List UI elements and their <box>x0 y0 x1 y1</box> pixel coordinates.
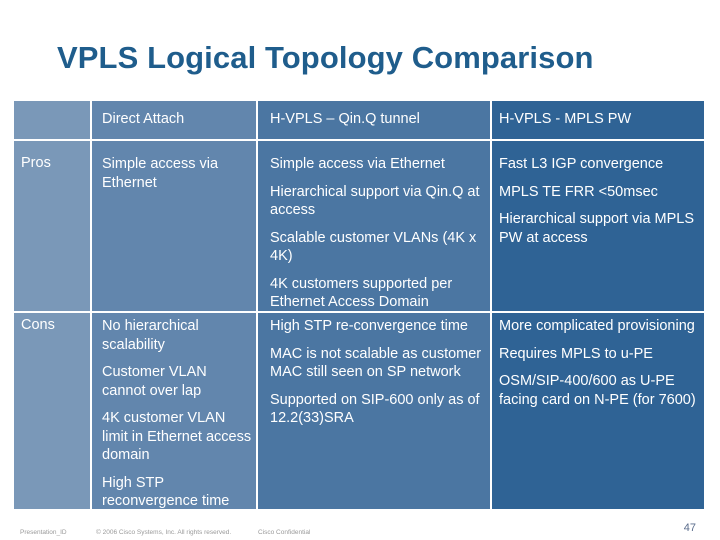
footer-confidential: Cisco Confidential <box>258 529 311 536</box>
page-number: 47 <box>683 522 696 534</box>
cons-direct-item: Customer VLAN cannot over lap <box>102 364 207 399</box>
cons-mpls-pw: More complicated provisioning Requires M… <box>499 317 699 418</box>
footer-copyright: © 2006 Cisco Systems, Inc. All rights re… <box>96 529 232 536</box>
cons-qinq-item: MAC is not scalable as customer MAC stil… <box>270 345 482 381</box>
cons-mpls-item: Requires MPLS to u-PE <box>499 345 653 362</box>
slide-title: VPLS Logical Topology Comparison <box>57 40 594 75</box>
header-direct-attach: Direct Attach <box>102 111 185 127</box>
cons-qinq: High STP re-convergence time MAC is not … <box>270 317 485 437</box>
pros-mpls-pw: Fast L3 IGP convergence MPLS TE FRR <50m… <box>499 155 699 256</box>
pros-qinq: Simple access via Ethernet Hierarchical … <box>270 155 485 321</box>
pros-qinq-item: Simple access via Ethernet <box>270 156 445 172</box>
header-mpls-pw: H-VPLS - MPLS PW <box>499 111 632 127</box>
header-separator <box>14 139 704 141</box>
cons-direct-attach: No hierarchical scalability Customer VLA… <box>102 317 252 520</box>
cons-mpls-item: OSM/SIP-400/600 as U-PE facing card on N… <box>499 373 696 408</box>
pros-mpls-item: Fast L3 IGP convergence <box>499 156 664 172</box>
pros-qinq-item: 4K customers supported per Ethernet Acce… <box>270 275 453 311</box>
pros-mpls-item: MPLS TE FRR <50msec <box>499 183 658 200</box>
pros-mpls-item: Hierarchical support via MPLS PW at acce… <box>499 211 695 246</box>
cons-qinq-item: High STP re-convergence time <box>270 318 468 334</box>
header-qinq-tunnel: H-VPLS – Qin.Q tunnel <box>270 111 420 127</box>
pros-qinq-item: Hierarchical support via Qin.Q at access <box>270 183 480 219</box>
mpls-pw-column <box>492 101 704 509</box>
cons-mpls-item: More complicated provisioning <box>499 318 695 334</box>
row-label-cons: Cons <box>21 317 55 333</box>
label-column <box>14 101 90 509</box>
pros-direct-item: Simple access via Ethernet <box>102 156 219 191</box>
cons-direct-item: No hierarchical scalability <box>102 318 199 353</box>
footer-presentation-id: Presentation_ID <box>20 529 67 536</box>
row-separator <box>14 311 704 313</box>
cons-qinq-item: Supported on SIP-600 only as of 12.2(33)… <box>270 391 480 427</box>
cons-direct-item: 4K customer VLAN limit in Ethernet acces… <box>102 410 252 463</box>
qinq-column <box>258 101 490 509</box>
cons-direct-item: High STP reconvergence time <box>102 474 230 510</box>
direct-attach-column <box>92 101 256 509</box>
pros-qinq-item: Scalable customer VLANs (4K x 4K) <box>270 229 477 265</box>
row-label-pros: Pros <box>21 155 51 171</box>
pros-direct-attach: Simple access via Ethernet <box>102 155 252 201</box>
